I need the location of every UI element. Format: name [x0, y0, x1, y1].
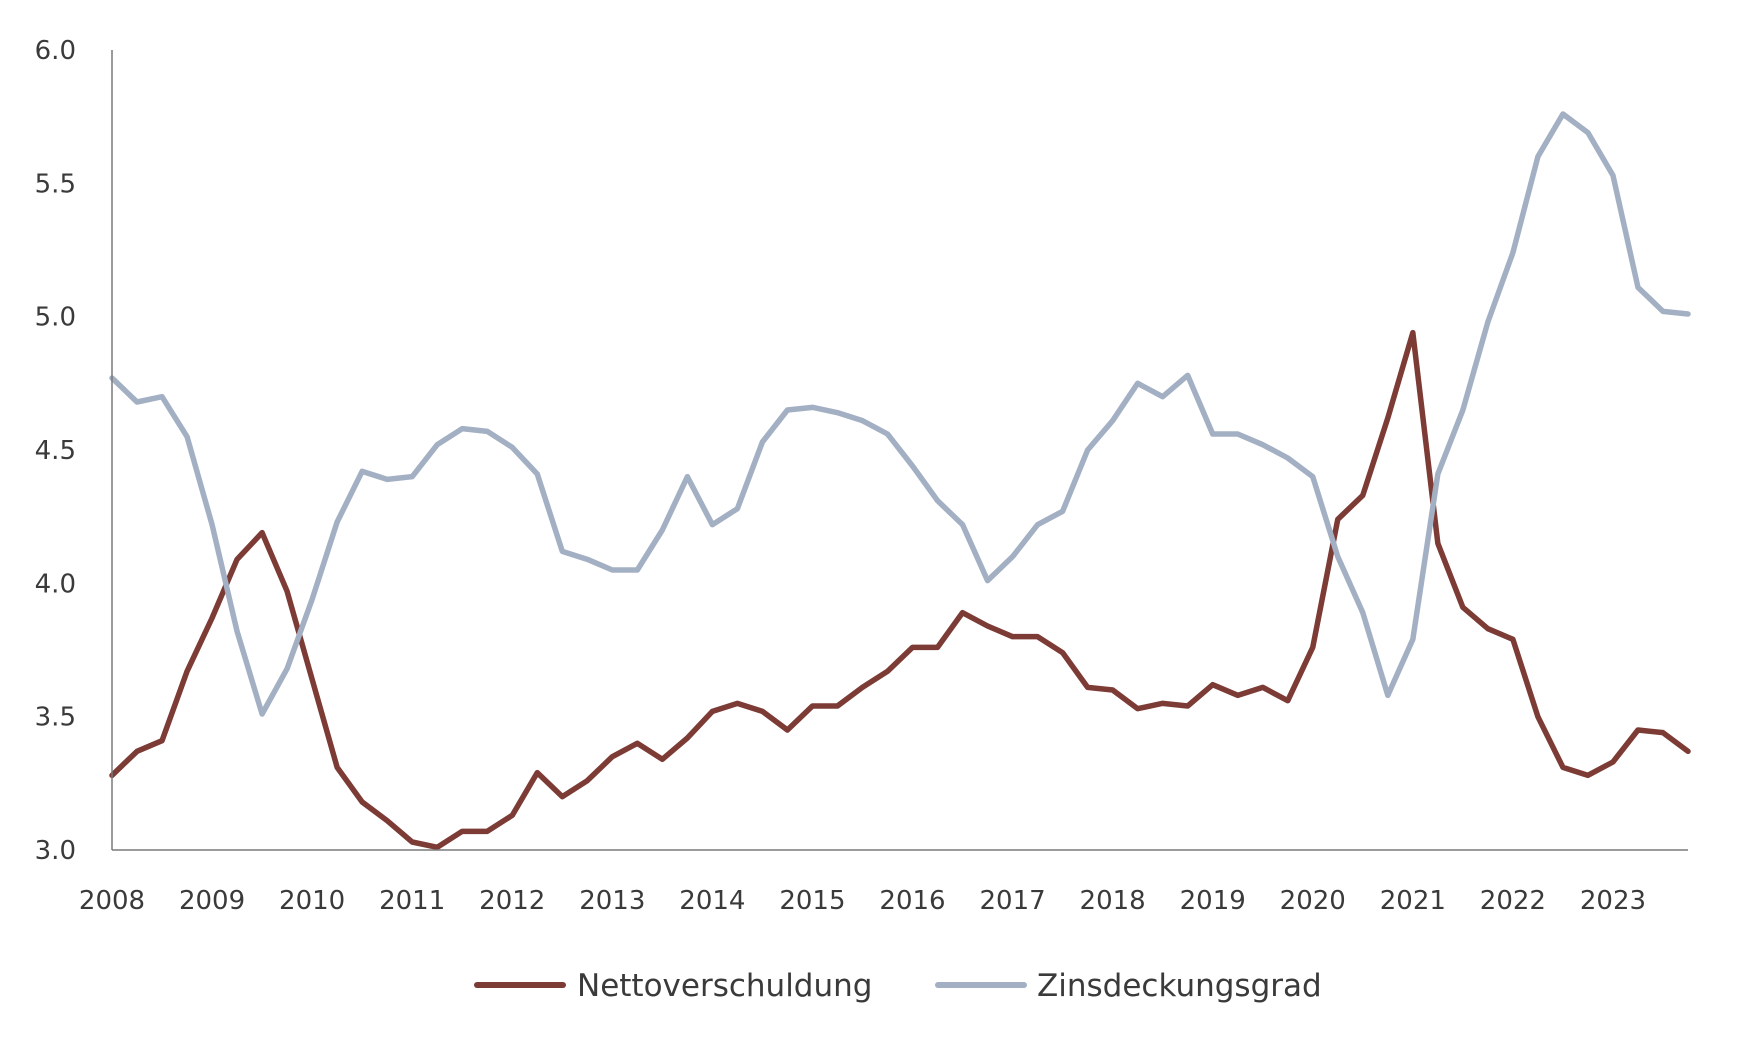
x-tick-label: 2013	[579, 886, 645, 916]
x-tick-label: 2022	[1480, 886, 1546, 916]
y-tick-label: 5.5	[35, 169, 76, 199]
legend-label-zinsdeckungsgrad: Zinsdeckungsgrad	[1037, 968, 1322, 1004]
y-tick-label: 5.0	[35, 303, 76, 333]
legend-label-nettoverschuldung: Nettoverschuldung	[577, 968, 872, 1004]
x-tick-label: 2012	[479, 886, 545, 916]
x-tick-label: 2019	[1180, 886, 1246, 916]
x-tick-label: 2009	[179, 886, 245, 916]
legend: Nettoverschuldung Zinsdeckungsgrad	[474, 968, 1322, 1004]
x-axis-ticks: 2008 2009 2010 2011 2012 2013 2014 2015 2016 2017…	[79, 886, 1646, 916]
series-line-nettoverschuldung	[109, 329, 1691, 851]
x-tick-label: 2016	[879, 886, 945, 916]
y-tick-label: 4.0	[35, 569, 76, 599]
x-tick-label: 2023	[1580, 886, 1646, 916]
x-tick-label: 2011	[379, 886, 445, 916]
x-tick-label: 2021	[1380, 886, 1446, 916]
series-line-zinsdeckungsgrad	[109, 111, 1691, 717]
y-axis-ticks: 3.0 3.5 4.0 4.5 5.0 5.5 6.0	[35, 36, 76, 866]
y-tick-label: 4.5	[35, 436, 76, 466]
x-tick-label: 2017	[979, 886, 1045, 916]
y-tick-label: 6.0	[35, 36, 76, 66]
x-tick-label: 2010	[279, 886, 345, 916]
series-lines	[109, 111, 1691, 851]
y-tick-label: 3.5	[35, 703, 76, 733]
x-tick-label: 2008	[79, 886, 145, 916]
x-tick-label: 2020	[1280, 886, 1346, 916]
y-tick-label: 3.0	[35, 836, 76, 866]
x-tick-label: 2015	[779, 886, 845, 916]
chart-axes	[111, 50, 1688, 851]
x-tick-label: 2018	[1080, 886, 1146, 916]
x-tick-label: 2014	[679, 886, 745, 916]
